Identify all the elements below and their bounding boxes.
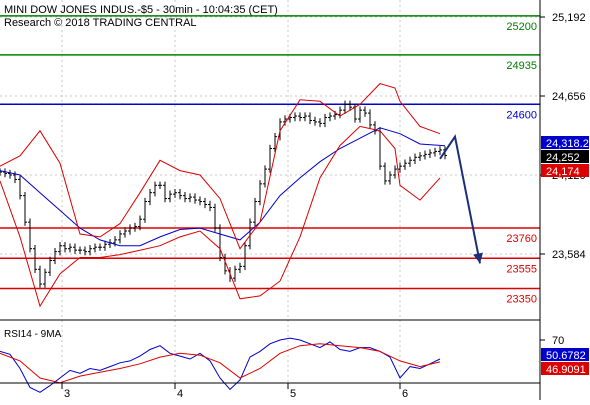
price-value-tag [541, 150, 589, 163]
x-tick-label: 4 [177, 388, 183, 400]
series-layer [0, 83, 483, 308]
support-level-label: 23555 [506, 263, 537, 275]
y-tick-label: 23,584 [552, 249, 586, 261]
rsi-line [0, 337, 441, 393]
y-tick-label: 24,656 [552, 91, 586, 103]
rsi-value-tag-label: 50.6782 [546, 350, 586, 362]
rsi-value-tag-label: 46.9091 [546, 364, 586, 376]
forecast-arrowhead [473, 252, 483, 264]
bollinger-upper-line [0, 83, 441, 250]
rsi-value-tag [541, 348, 589, 361]
price-value-tag [541, 136, 589, 149]
y-tick-label: 25,192 [552, 12, 586, 24]
resistance-level-label: 24935 [506, 60, 537, 72]
forecast-arrow-line [439, 134, 481, 264]
bollinger-lower-line [0, 125, 441, 308]
rsi-layer [0, 337, 441, 393]
rsi-ma-line [0, 343, 441, 384]
support-level-label: 23350 [506, 293, 537, 305]
chart-title: MINI DOW JONES INDUS.-$5 - 30min - 10:04… [4, 4, 278, 16]
rsi-value-tag [541, 362, 589, 375]
x-tick-label: 3 [64, 388, 70, 400]
x-tick-label: 5 [290, 388, 296, 400]
chart-subtitle: Research © 2018 TRADING CENTRAL [4, 17, 197, 29]
price-value-tag [541, 164, 589, 177]
resistance-level-label: 25200 [506, 21, 537, 33]
rsi-tick-label: 70 [552, 335, 564, 347]
price-value-tag-label: 24,174 [546, 166, 580, 178]
price-value-tag-label: 24,252 [546, 152, 580, 164]
price-value-tag-label: 24,318.2 [546, 138, 589, 150]
rsi-panel-title: RSI14 - 9MA [4, 329, 62, 340]
support-level-label: 23760 [506, 233, 537, 245]
x-tick-label: 6 [402, 388, 408, 400]
pivot-level-label: 24600 [506, 109, 537, 121]
moving-average-line [0, 127, 446, 247]
axis-layer: 345625,19224,65624,12023,58424,318.224,2… [61, 12, 589, 400]
levels-layer: 25200 24935 24600 23760 23555 23350 [0, 15, 540, 305]
